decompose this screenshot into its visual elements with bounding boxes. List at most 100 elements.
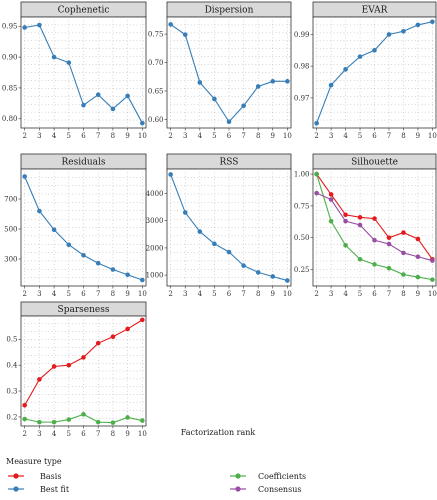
data-point-best-fit xyxy=(241,263,246,268)
data-point-coefficients xyxy=(51,419,57,425)
data-point-best-fit xyxy=(401,28,406,34)
legend-label-basis: Basis xyxy=(40,472,61,481)
data-point-best-fit xyxy=(255,84,261,89)
panel-cophenetic: Cophenetic 0.80 0.85 0.90 0.95 2 3 4 5 6 7 8 9 10 xyxy=(2,1,147,140)
data-point-basis xyxy=(95,340,101,346)
series-sparseness-coefficients xyxy=(22,412,145,425)
data-point-best-fit xyxy=(125,272,130,278)
data-point-consensus xyxy=(314,190,319,196)
data-point-best-fit xyxy=(182,210,188,215)
series-rss-best-fit xyxy=(168,172,290,283)
y-tick-label: 0.4 xyxy=(6,362,18,370)
x-tick-label: 2 xyxy=(314,290,318,298)
data-point-consensus xyxy=(415,254,421,260)
x-tick-label: 8 xyxy=(111,290,115,298)
data-point-coefficients xyxy=(372,262,377,267)
legend-label-coefficients: Coefficients xyxy=(258,472,306,481)
data-point-basis xyxy=(51,364,57,369)
grid-residuals xyxy=(21,169,146,286)
data-point-best-fit xyxy=(241,103,246,109)
x-tick-label: 7 xyxy=(387,132,391,140)
x-tick-label: 4 xyxy=(343,132,348,140)
data-point-basis xyxy=(110,334,116,340)
data-point-best-fit xyxy=(81,102,86,108)
x-tick-label: 9 xyxy=(125,430,129,438)
data-point-coefficients xyxy=(81,412,86,417)
panel-rss: RSS 1000 2000 3000 4000 2 3 4 5 6 7 8 9 10 xyxy=(146,153,292,298)
data-point-best-fit xyxy=(182,32,188,37)
data-point-best-fit xyxy=(168,22,173,27)
data-point-consensus xyxy=(343,218,348,224)
data-point-best-fit xyxy=(285,278,290,283)
x-tick-label: 10 xyxy=(283,290,292,298)
data-point-basis xyxy=(328,192,334,197)
strip-title-cophenetic: Cophenetic xyxy=(58,6,110,16)
data-point-consensus xyxy=(357,222,363,228)
series-dispersion-best-fit xyxy=(168,22,290,125)
data-point-basis xyxy=(22,402,27,408)
data-point-coefficients xyxy=(314,171,319,177)
x-tick-label: 9 xyxy=(125,132,129,140)
x-tick-label: 7 xyxy=(96,132,100,140)
data-point-coefficients xyxy=(430,277,435,282)
strip-title-dispersion: Dispersion xyxy=(205,6,254,16)
data-point-best-fit xyxy=(140,120,145,126)
data-point-coefficients xyxy=(66,417,72,422)
x-tick-label: 8 xyxy=(256,132,260,140)
data-point-best-fit xyxy=(430,19,435,25)
x-tick-label: 3 xyxy=(329,132,333,140)
x-tick-label: 8 xyxy=(111,132,115,140)
data-point-coefficients xyxy=(415,274,421,280)
x-axis-title: Factorization rank xyxy=(181,428,256,437)
data-point-best-fit xyxy=(168,172,173,177)
data-point-basis xyxy=(140,317,145,323)
data-point-best-fit xyxy=(357,54,363,59)
legend-label-consensus: Consensus xyxy=(258,485,301,494)
strip-title-silhouette: Silhouette xyxy=(351,158,398,168)
series-cophenetic-best-fit xyxy=(22,22,145,126)
panel-dispersion: Dispersion 0.60 0.65 0.70 0.75 2 3 4 5 6 7 8 9 10 xyxy=(148,1,292,140)
x-tick-label: 9 xyxy=(271,290,275,298)
grid-evar xyxy=(313,17,436,128)
data-point-best-fit xyxy=(95,260,101,266)
data-point-basis xyxy=(81,355,86,360)
x-tick-label: 3 xyxy=(37,430,41,438)
data-point-best-fit xyxy=(140,277,145,283)
x-tick-label: 4 xyxy=(52,290,57,298)
data-point-coefficients xyxy=(125,415,130,420)
data-point-basis xyxy=(125,326,130,332)
data-point-best-fit xyxy=(270,79,276,84)
x-tick-label: 6 xyxy=(227,290,232,298)
x-tick-label: 2 xyxy=(168,132,172,140)
y-tick-label: 0.98 xyxy=(294,63,310,71)
x-tick-label: 4 xyxy=(198,290,203,298)
x-tick-label: 3 xyxy=(183,290,187,298)
legend-entry-best-fit: Best fit xyxy=(8,485,70,494)
data-point-best-fit xyxy=(285,79,290,84)
y-tick-label: 0.50 xyxy=(294,234,310,242)
x-tick-label: 10 xyxy=(138,430,147,438)
legend-label-best-fit: Best fit xyxy=(40,485,70,494)
x-tick-label: 9 xyxy=(416,290,420,298)
x-tick-label: 6 xyxy=(227,132,232,140)
x-tick-label: 9 xyxy=(416,132,420,140)
x-tick-label: 10 xyxy=(283,132,292,140)
y-tick-label: 0.97 xyxy=(294,94,310,102)
x-tick-label: 6 xyxy=(372,132,377,140)
data-point-basis xyxy=(357,215,363,220)
x-tick-label: 5 xyxy=(358,132,362,140)
x-tick-label: 3 xyxy=(37,132,41,140)
x-tick-label: 5 xyxy=(67,132,71,140)
x-tick-label: 5 xyxy=(67,290,71,298)
strip-title-rss: RSS xyxy=(220,158,239,168)
data-point-best-fit xyxy=(110,106,116,112)
data-point-best-fit xyxy=(328,82,334,88)
series-evar-best-fit xyxy=(314,19,435,126)
x-tick-label: 10 xyxy=(138,290,147,298)
x-tick-label: 9 xyxy=(271,132,275,140)
data-point-best-fit xyxy=(37,22,42,28)
data-point-best-fit xyxy=(197,229,203,234)
data-point-best-fit xyxy=(226,249,232,255)
